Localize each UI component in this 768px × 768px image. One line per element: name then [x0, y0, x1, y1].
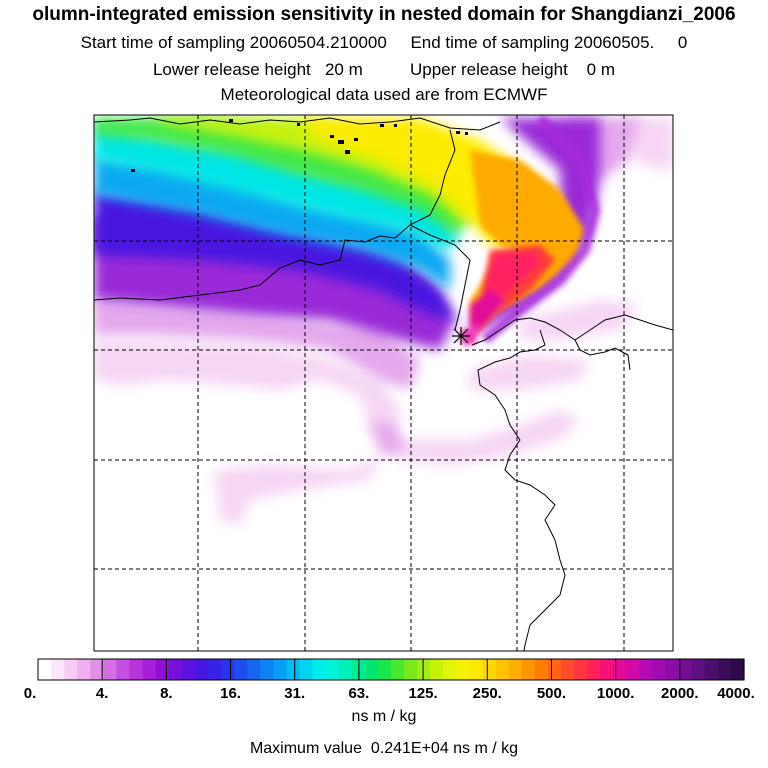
- lake-markers: [131, 119, 468, 172]
- colorbar-tick-label: 2000.: [661, 685, 699, 702]
- colorbar-cell: [260, 659, 274, 680]
- colorbar-cell: [221, 659, 235, 680]
- colorbar-cell: [717, 659, 732, 680]
- maximum-value-line: Maximum value 0.241E+04 ns m / kg: [249, 740, 519, 757]
- colorbar-cell: [404, 659, 418, 680]
- colorbar-cell: [639, 659, 654, 680]
- colorbar-cell: [443, 659, 457, 680]
- release-point-asterisk-icon: [452, 327, 470, 345]
- colorbar-cell: [181, 659, 196, 680]
- colorbar-cell: [299, 659, 314, 680]
- colorbar-units: ns m / kg: [351, 708, 417, 725]
- colorbar-cell: [691, 659, 706, 680]
- colorbar-cells: [38, 659, 745, 680]
- plot-frame: [93, 114, 674, 652]
- colorbar-cell: [286, 659, 301, 680]
- colorbar-cell: [391, 659, 405, 680]
- colorbar-cell: [194, 659, 209, 680]
- colorbar-tick-labels: 0. 4. 8. 16. 31. 63. 125. 250. 500. 1000. 2000. 400…: [24, 685, 755, 702]
- sensitivity-field: [94, 115, 673, 525]
- colorbar-cell: [495, 659, 510, 680]
- colorbar-cell: [600, 659, 614, 680]
- coastlines: [94, 117, 673, 651]
- colorbar-cell: [730, 659, 745, 680]
- colorbar-cell: [417, 659, 431, 680]
- colorbar-tick-label: 0.: [24, 685, 37, 702]
- colorbar-tick-label: 125.: [408, 685, 437, 702]
- sampling-time-line: Start time of sampling 20060504.210000 E…: [80, 33, 688, 52]
- colorbar-tick-label: 31.: [284, 685, 305, 702]
- colorbar-cell: [142, 659, 157, 680]
- colorbar-cell: [155, 659, 170, 680]
- colorbar-cell: [116, 659, 131, 680]
- colorbar-cell: [547, 659, 562, 680]
- colorbar-tick-label: 1000.: [597, 685, 635, 702]
- colorbar-cell: [51, 659, 65, 680]
- colorbar-cell: [312, 659, 327, 680]
- colorbar-cell: [247, 659, 261, 680]
- colorbar-cell: [129, 659, 144, 680]
- colorbar-cell: [38, 659, 52, 680]
- met-data-line: Meteorological data used are from ECMWF: [220, 85, 548, 104]
- colorbar-cell: [456, 659, 471, 680]
- colorbar-frame: [37, 658, 745, 681]
- colorbar-tick-label: 250.: [473, 685, 502, 702]
- colorbar-cell: [207, 659, 222, 680]
- release-height-line: Lower release height 20 m Upper release …: [152, 60, 616, 79]
- colorbar-tick-label: 4.: [96, 685, 109, 702]
- colorbar-cell: [508, 659, 523, 680]
- colorbar-cell: [469, 659, 484, 680]
- colorbar-cell: [652, 659, 667, 680]
- colorbar-cell: [704, 659, 719, 680]
- colorbar-cell: [482, 659, 497, 680]
- colorbar-cell: [377, 659, 392, 680]
- colorbar-tick-label: 4000.: [717, 685, 755, 702]
- colorbar-cell: [325, 659, 340, 680]
- colorbar-cell: [613, 659, 627, 680]
- grid-lines: [94, 115, 673, 651]
- colorbar-cell: [626, 659, 640, 680]
- colorbar-tick-label: 63.: [348, 685, 369, 702]
- colorbar-cell: [430, 659, 444, 680]
- colorbar-cell: [534, 659, 549, 680]
- colorbar-tick-label: 16.: [220, 685, 241, 702]
- colorbar-cell: [338, 659, 353, 680]
- colorbar-cell: [587, 659, 601, 680]
- colorbar-cell: [77, 659, 91, 680]
- colorbar-cell: [574, 659, 588, 680]
- plot-title: olumn-integrated emission sensitivity in…: [32, 4, 736, 25]
- colorbar-cell: [521, 659, 536, 680]
- colorbar-cell: [64, 659, 78, 680]
- colorbar-tick-label: 8.: [160, 685, 173, 702]
- colorbar-tick-label: 500.: [537, 685, 566, 702]
- colorbar-cell: [560, 659, 575, 680]
- colorbar-cell: [168, 659, 183, 680]
- colorbar-cell: [234, 659, 248, 680]
- colorbar-cell: [90, 659, 104, 680]
- colorbar-cell: [273, 659, 287, 680]
- colorbar-cell: [364, 659, 379, 680]
- colorbar-cell: [103, 659, 118, 680]
- colorbar-cell: [665, 659, 680, 680]
- colorbar-tick-lines: [101, 659, 681, 680]
- colorbar-cell: [678, 659, 693, 680]
